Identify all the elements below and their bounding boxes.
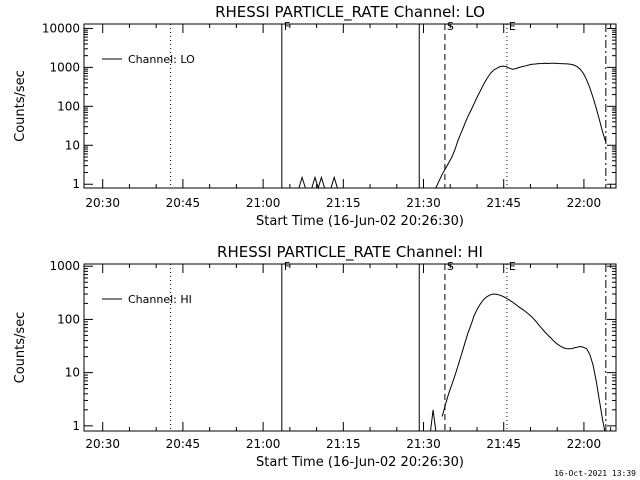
- panel1-marker-label: F: [284, 20, 290, 33]
- panel1-chart-title: RHESSI PARTICLE_RATE Channel: LO: [215, 3, 485, 22]
- panel2-x-axis-label: Start Time (16-Jun-02 20:26:30): [256, 455, 464, 470]
- panel1-x-tick-label: 20:45: [166, 196, 201, 210]
- panel2-plot-frame: [83, 263, 617, 432]
- panel1-x-tick-label: 21:45: [486, 196, 521, 210]
- panel1-series-line-segment-3: [330, 175, 338, 189]
- panel1-x-tick-label: 22:00: [567, 196, 602, 210]
- panel1-y-axis-label: Counts/sec: [13, 70, 28, 142]
- panel2-series-line-segment-2: [441, 293, 606, 432]
- panel1-legend-label: Channel: LO: [128, 53, 195, 66]
- panel2-y-tick-label: 10: [65, 366, 80, 380]
- panel1-marker-label: E: [509, 20, 516, 33]
- panel1-series-line-segment-2: [311, 175, 326, 190]
- panel1-x-tick-label: 20:30: [85, 196, 120, 210]
- panel1-y-tick-label: 10000: [42, 21, 80, 35]
- panel2-marker-label: E: [509, 260, 516, 273]
- panel1-series-line-segment-1: [298, 175, 306, 189]
- panel2-x-tick-label: 21:15: [326, 437, 361, 451]
- panel2-x-tick-label: 20:45: [166, 437, 201, 451]
- panel1-y-tick-label: 1000: [49, 60, 80, 74]
- panel2-marker-label: S: [447, 260, 454, 273]
- panel1-y-tick-label: 10: [65, 138, 80, 152]
- panel2-marker-label: F: [284, 260, 290, 273]
- panel2-y-tick-label: 1000: [49, 259, 80, 273]
- panel2-y-tick-label: 1: [72, 419, 80, 433]
- panel2-x-tick-label: 21:30: [406, 437, 441, 451]
- panel1-x-tick-label: 21:15: [326, 196, 361, 210]
- panel2-x-tick-label: 21:00: [246, 437, 281, 451]
- panel2-y-tick-label: 100: [57, 312, 80, 326]
- footer-timestamp: 16-Oct-2021 13:39: [554, 469, 636, 478]
- panel1-y-tick-label: 100: [57, 99, 80, 113]
- panel2-chart-title: RHESSI PARTICLE_RATE Channel: HI: [217, 243, 483, 262]
- panel2-legend-label: Channel: HI: [128, 293, 192, 306]
- panel1-x-tick-label: 21:30: [406, 196, 441, 210]
- panel1-x-tick-label: 21:00: [246, 196, 281, 210]
- panel1-marker-label: S: [447, 20, 454, 33]
- panel2-x-tick-label: 22:00: [567, 437, 602, 451]
- panel2-x-tick-label: 21:45: [486, 437, 521, 451]
- panel2-x-tick-label: 20:30: [85, 437, 120, 451]
- panel1-plot-frame: [83, 23, 617, 189]
- panel1-series-line-segment-4: [435, 62, 607, 189]
- panel1-x-axis-label: Start Time (16-Jun-02 20:26:30): [256, 214, 464, 229]
- panel2-y-axis-label: Counts/sec: [13, 312, 28, 384]
- panel1-y-tick-label: 1: [72, 177, 80, 191]
- panel2-series-line-segment-1: [430, 409, 437, 432]
